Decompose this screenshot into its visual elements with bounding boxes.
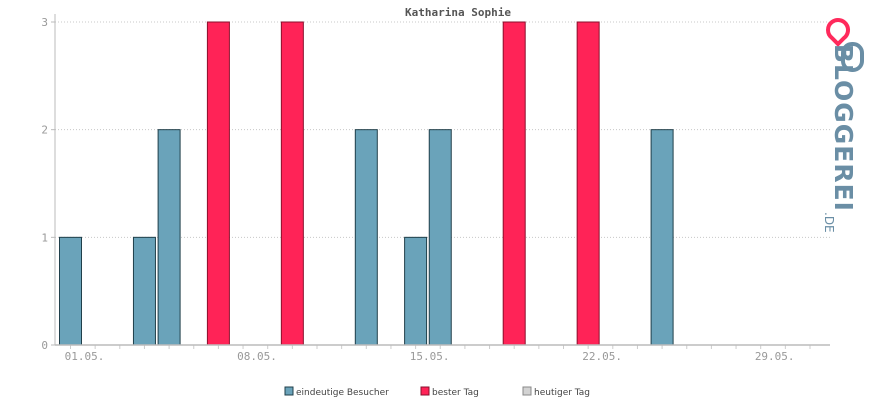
bar (428, 129, 452, 346)
legend-label: eindeutige Besucher (296, 388, 389, 398)
x-tick-label: 08.05. (237, 350, 277, 363)
x-tick-label: 15.05. (410, 350, 450, 363)
y-tick-label: 3 (41, 16, 48, 29)
bar (59, 236, 82, 346)
y-axis-ticks: 0 1 2 3 (41, 16, 55, 352)
bloggerei-logo: BLOGGEREI .DE (822, 18, 864, 233)
bar (354, 129, 378, 346)
legend-swatch (284, 386, 294, 396)
x-tick-label: 22.05. (582, 350, 622, 363)
bar (280, 21, 304, 346)
brand-suffix: .DE (822, 212, 836, 233)
bar (650, 129, 674, 346)
legend: eindeutige Besucher bester Tag heutiger Ta… (284, 386, 590, 398)
brand-name: BLOGGEREI (829, 44, 858, 212)
axes (54, 14, 830, 346)
y-tick-label: 1 (41, 231, 48, 244)
bar (502, 21, 526, 346)
legend-swatch (522, 386, 532, 396)
legend-swatch (420, 386, 430, 396)
y-tick-label: 0 (41, 339, 48, 352)
bar (404, 236, 428, 346)
bar (132, 236, 156, 346)
x-axis-ticks: 01.05. 08.05. 15.05. 22.05. 29.05. (65, 350, 795, 363)
bars-layer (59, 21, 674, 346)
bar (576, 21, 600, 346)
x-tick-label: 29.05. (755, 350, 795, 363)
bar (206, 21, 230, 346)
y-tick-label: 2 (41, 124, 48, 137)
bar (157, 129, 181, 346)
x-tick-label: 01.05. (65, 350, 105, 363)
chart-title: Katharina Sophie (405, 6, 511, 19)
legend-label: bester Tag (432, 388, 479, 398)
bloggerei-logo-icon (826, 18, 864, 72)
legend-label: heutiger Tag (534, 388, 590, 398)
